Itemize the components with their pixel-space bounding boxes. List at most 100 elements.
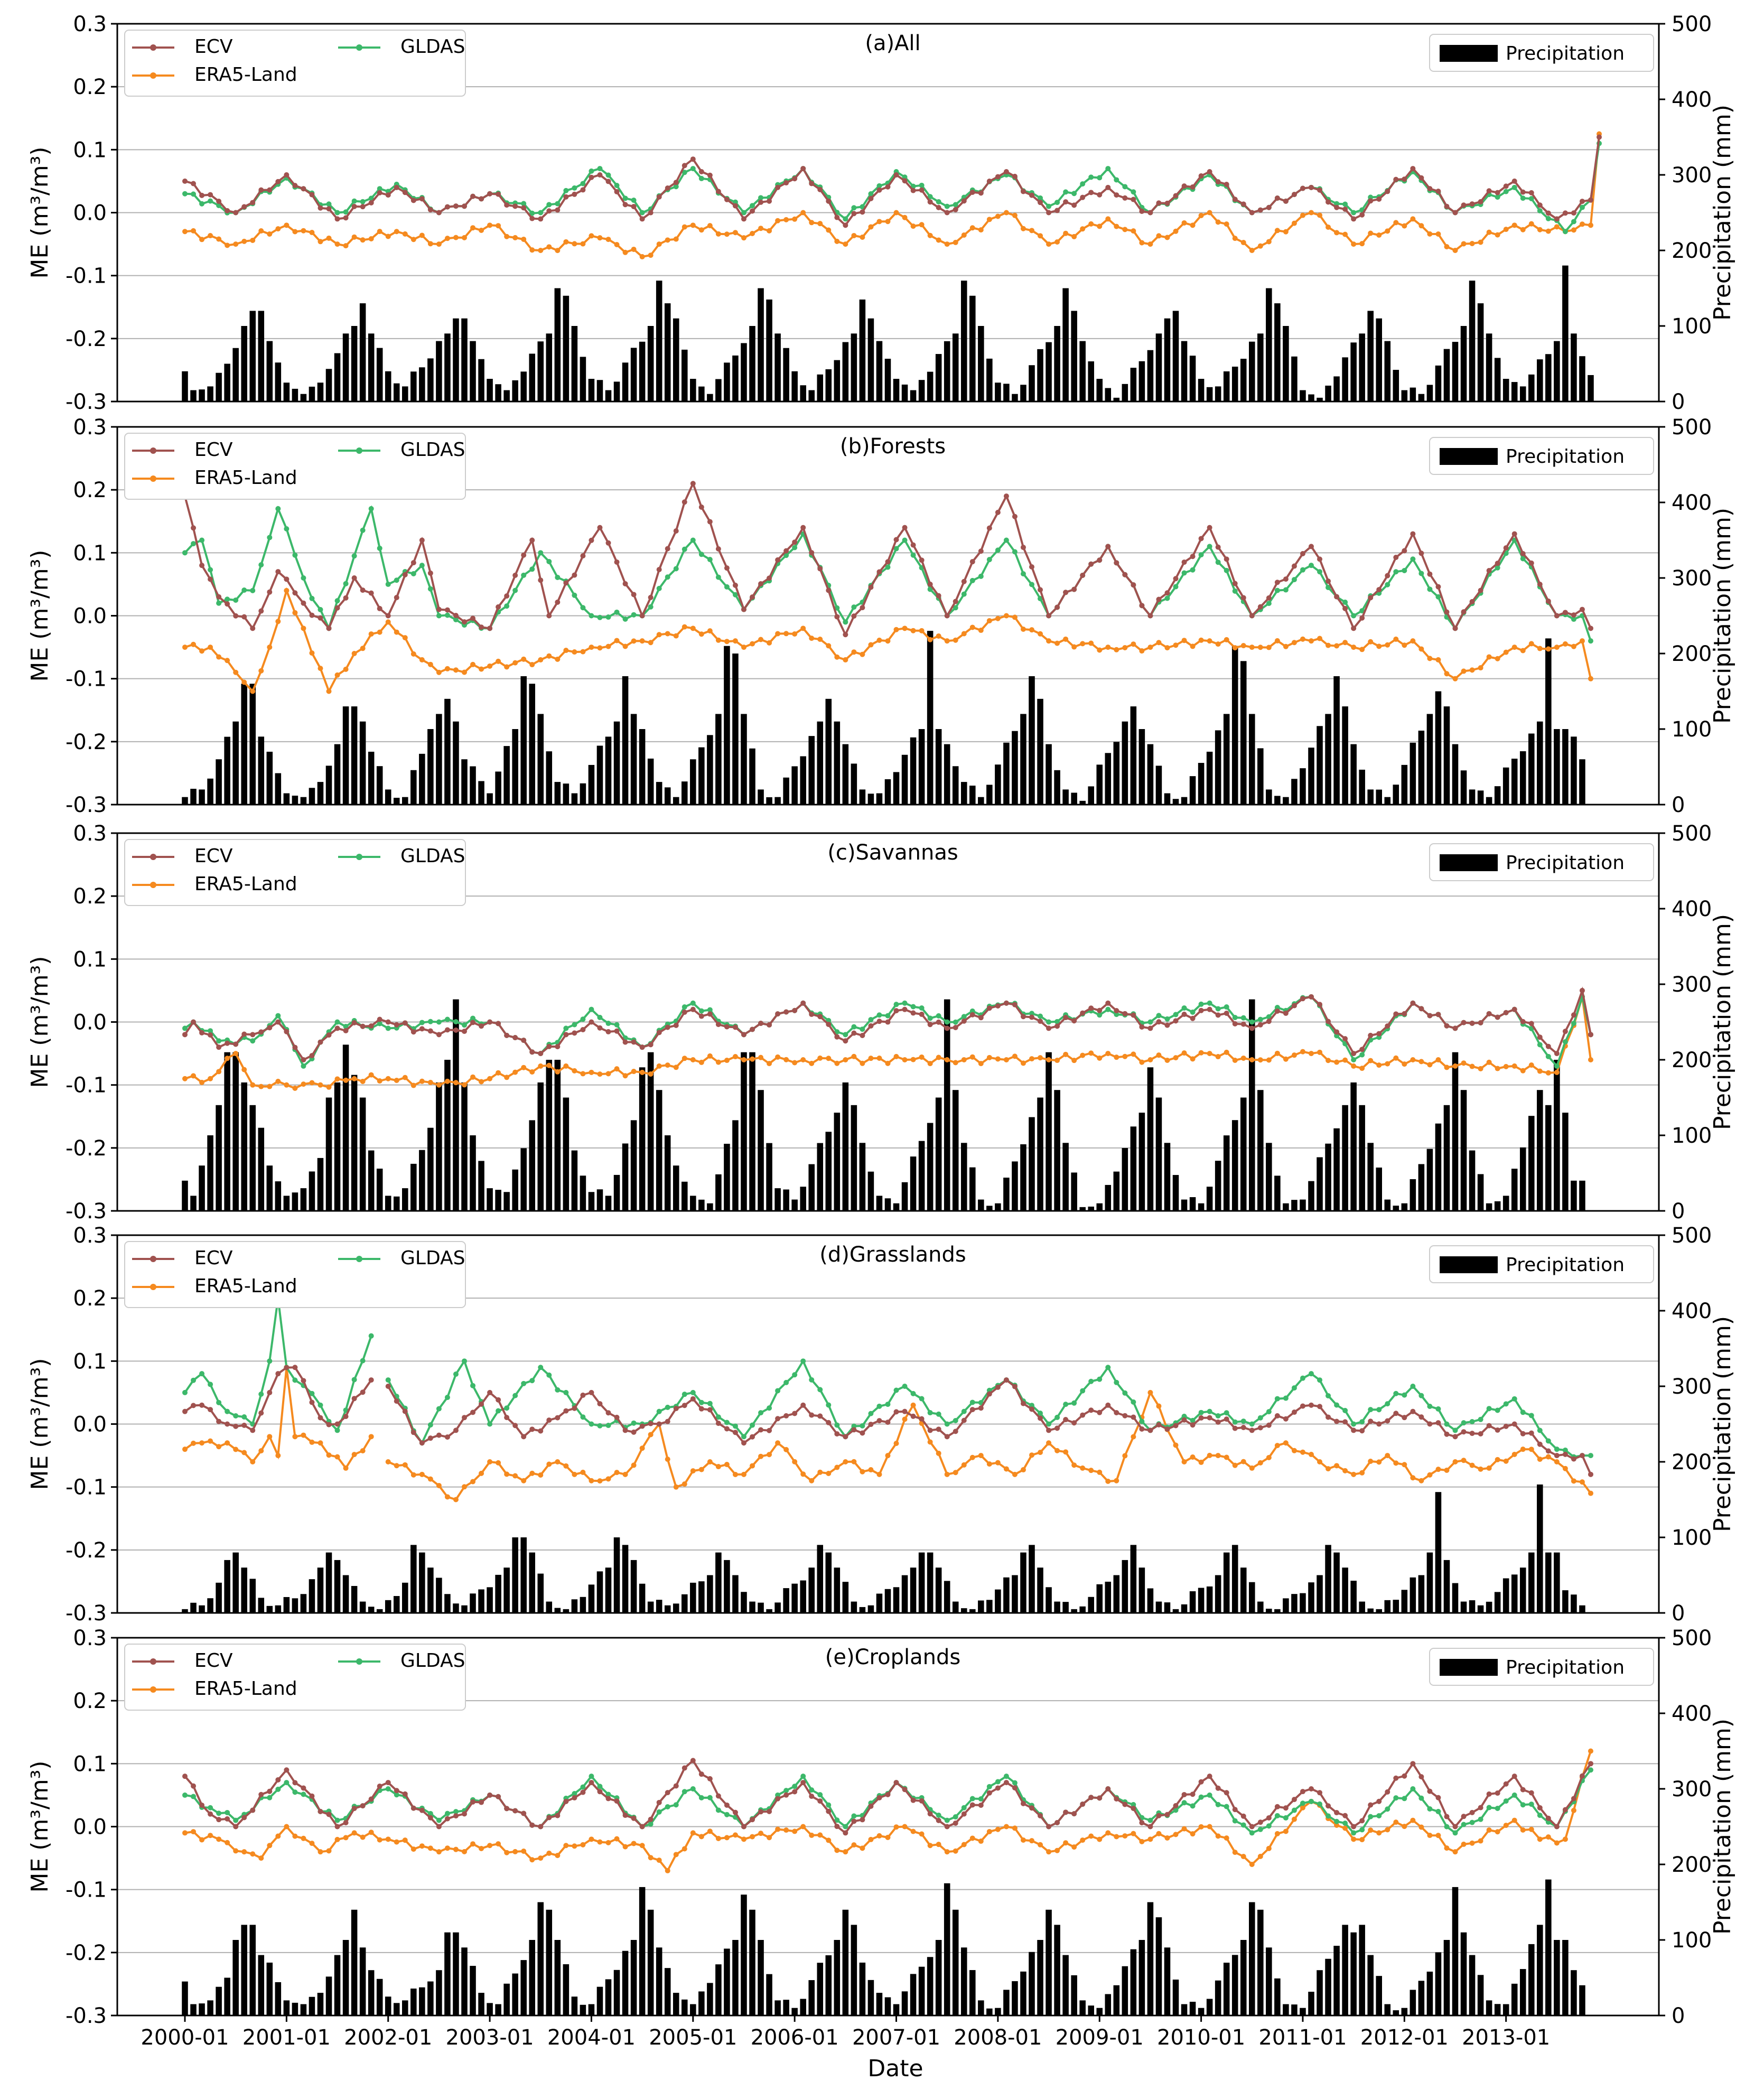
point-gldas [631, 198, 637, 203]
precip-bar [470, 766, 476, 805]
y2-tick-label: 400 [1672, 897, 1712, 921]
point-era5 [208, 1833, 213, 1839]
precip-bar [995, 764, 1001, 805]
point-era5 [1139, 1839, 1145, 1844]
precip-bar [995, 382, 1001, 402]
point-era5 [191, 1440, 197, 1446]
point-ecv [614, 559, 620, 565]
precip-bar [1231, 1120, 1238, 1211]
point-era5 [826, 643, 832, 649]
point-era5 [1020, 226, 1026, 231]
point-gldas [1215, 1802, 1221, 1807]
point-ecv [860, 1817, 865, 1823]
point-era5 [521, 1848, 527, 1854]
point-era5 [750, 1834, 755, 1840]
point-gldas [360, 199, 366, 204]
point-ecv [580, 187, 586, 193]
point-gldas [368, 1333, 374, 1339]
point-era5 [1410, 1817, 1416, 1823]
point-era5 [1402, 1061, 1407, 1067]
point-ecv [318, 1808, 323, 1814]
point-era5 [479, 227, 484, 233]
precip-bar [1384, 1600, 1391, 1613]
point-era5 [225, 242, 230, 248]
precip-bar [309, 1579, 315, 1613]
point-gldas [936, 1013, 941, 1019]
precip-bar [1554, 729, 1560, 805]
precip-bar [1359, 1601, 1365, 1613]
point-ecv [698, 1771, 704, 1777]
precip-bar [1579, 759, 1585, 805]
precip-bar [478, 1589, 484, 1613]
precip-bar [732, 355, 739, 402]
y2-tick-label: 400 [1672, 88, 1712, 112]
precip-bar [969, 1609, 976, 1613]
point-era5 [656, 1858, 662, 1863]
precip-bar [470, 1135, 476, 1211]
point-era5 [1300, 1805, 1305, 1811]
point-ecv [208, 1407, 213, 1413]
precip-bar [385, 1600, 391, 1613]
point-gldas [851, 205, 857, 211]
point-ecv [665, 185, 670, 191]
y-tick-label: 0.0 [73, 604, 107, 629]
point-ecv [394, 1788, 399, 1794]
point-era5 [1240, 1854, 1246, 1860]
point-ecv [453, 1027, 459, 1033]
point-ecv [427, 1815, 433, 1821]
precip-bar [1308, 748, 1314, 805]
point-gldas [453, 617, 459, 622]
precip-bar [1502, 767, 1509, 805]
precip-bar [563, 783, 570, 805]
point-era5 [233, 1848, 239, 1854]
point-gldas [1173, 584, 1179, 590]
point-era5 [267, 231, 273, 237]
point-gldas [546, 202, 552, 208]
point-gldas [1588, 1767, 1593, 1773]
precip-bar [1435, 1123, 1442, 1211]
point-gldas [783, 553, 789, 558]
point-ecv [750, 1026, 755, 1032]
precip-bar [1164, 1602, 1171, 1613]
point-era5 [724, 1058, 730, 1063]
point-gldas [1164, 595, 1170, 601]
point-gldas [1545, 1438, 1551, 1444]
point-ecv [868, 195, 874, 201]
point-gldas [800, 1358, 806, 1364]
point-era5 [208, 1438, 213, 1444]
point-ecv [1190, 1791, 1196, 1797]
point-ecv [385, 613, 391, 619]
point-ecv [275, 179, 281, 184]
point-era5 [275, 1833, 281, 1839]
point-era5 [707, 223, 713, 229]
point-era5 [453, 1846, 459, 1852]
point-ecv [843, 222, 848, 228]
point-era5 [199, 1079, 205, 1085]
point-gldas [1224, 1410, 1229, 1416]
point-era5 [1257, 1057, 1263, 1063]
point-gldas [826, 1802, 832, 1808]
point-era5 [1139, 240, 1145, 246]
point-era5 [1054, 1847, 1060, 1853]
point-gldas [1029, 1011, 1034, 1016]
point-ecv [292, 1044, 298, 1050]
point-era5 [665, 1062, 670, 1068]
legend-marker-ecv [150, 854, 156, 860]
precip-bar [842, 342, 849, 402]
precip-bar [385, 1196, 391, 1211]
y-tick-label: 0.3 [73, 12, 107, 36]
point-ecv [1240, 201, 1246, 207]
point-era5 [1003, 1824, 1009, 1830]
point-ecv [580, 1027, 586, 1033]
point-era5 [1418, 1478, 1424, 1483]
precip-bar [1401, 764, 1408, 805]
precip-bar [715, 1552, 722, 1613]
point-gldas [1291, 1385, 1297, 1391]
point-gldas [800, 1774, 806, 1779]
point-gldas [427, 586, 433, 592]
precip-bar [478, 359, 484, 402]
point-era5 [1224, 637, 1229, 642]
point-gldas [1105, 1365, 1111, 1370]
precip-bar [342, 333, 349, 402]
point-ecv [826, 1808, 832, 1814]
